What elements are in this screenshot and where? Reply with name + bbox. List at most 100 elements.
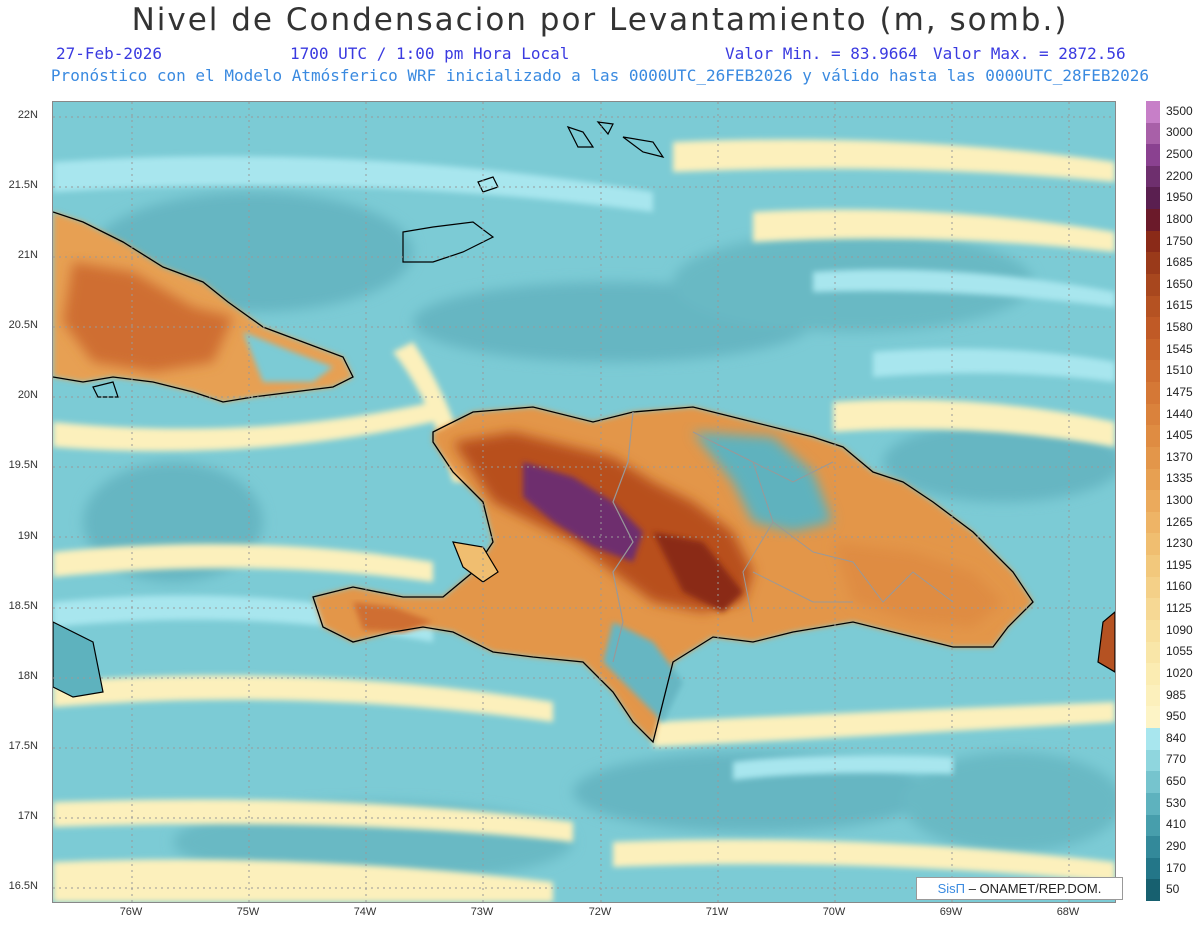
legend-swatch [1146,165,1160,188]
legend-swatch [1146,792,1160,815]
legend-level-label: 650 [1166,774,1187,789]
legend-level-label: 3000 [1166,125,1193,140]
forecast-time: 1700 UTC / 1:00 pm Hora Local [290,44,570,63]
legend-level-label: 1405 [1166,428,1193,443]
graticule [53,102,1115,902]
color-legend [1146,101,1160,902]
lat-label-22n: 22N [17,109,38,121]
legend-swatch [1146,706,1160,729]
legend-swatch [1146,598,1160,621]
value-max: Valor Max. = 2872.56 [933,44,1126,63]
legend-level-label: 1195 [1166,557,1192,572]
legend-swatch [1146,403,1160,426]
legend-level-label: 1510 [1166,363,1193,378]
legend-swatch [1146,857,1160,880]
sis-logo: SisΠ [937,881,966,896]
lat-label-21n: 21N [17,249,38,261]
legend-swatch [1146,230,1160,253]
legend-swatch [1146,641,1160,664]
map-title: Nivel de Condensacion por Levantamiento … [131,2,1069,38]
legend-swatch [1146,749,1160,772]
lcl-field-map [53,102,1115,902]
lon-label-73w: 73W [470,906,494,918]
legend-swatch [1146,101,1160,124]
legend-swatch [1146,684,1160,707]
legend-level-label: 1545 [1166,341,1193,356]
legend-level-label: 1090 [1166,622,1193,637]
model-subtitle: Pronóstico con el Modelo Atmósferico WRF… [50,66,1150,85]
lon-label-74w: 74W [353,906,377,918]
legend-level-label: 1950 [1166,190,1193,205]
hispaniola-land [312,406,1034,744]
legend-level-label: 1475 [1166,384,1193,399]
lon-label-69w: 69W [939,906,963,918]
lon-label-68w: 68W [1056,906,1080,918]
legend-swatch [1146,446,1160,470]
legend-swatch [1146,663,1160,686]
forecast-date: 27-Feb-2026 [56,44,162,63]
lat-label-17.5n: 17.5N [8,740,38,752]
legend-level-label: 530 [1166,795,1187,810]
legend-swatch [1146,576,1160,599]
legend-swatch [1146,836,1160,859]
legend-swatch [1146,209,1160,232]
legend-level-label: 1125 [1166,601,1192,616]
legend-swatch [1146,814,1160,837]
lon-label-71w: 71W [705,906,729,918]
legend-level-label: 1580 [1166,320,1193,335]
legend-swatch [1146,360,1160,383]
legend-swatch [1146,511,1160,534]
legend-swatch [1146,295,1160,318]
legend-swatch [1146,144,1160,167]
legend-swatch [1146,555,1160,578]
legend-level-label: 410 [1166,817,1187,832]
legend-level-label: 1750 [1166,233,1193,248]
legend-swatch [1146,338,1160,361]
legend-swatch [1146,252,1160,275]
lon-label-72w: 72W [588,906,612,918]
cuba-land [53,211,354,403]
legend-swatch [1146,468,1160,491]
legend-level-label: 1615 [1166,298,1193,313]
legend-level-label: 770 [1166,752,1187,767]
legend-swatch [1146,425,1160,448]
lat-label-19n: 19N [17,530,38,542]
legend-level-label: 1440 [1166,406,1193,421]
lon-label-76w: 76W [119,906,143,918]
value-min: Valor Min. = 83.9664 [725,44,918,63]
map-panel [52,101,1116,903]
legend-level-label: 1650 [1166,276,1193,291]
legend-swatch [1146,382,1160,405]
legend-level-label: 2200 [1166,168,1193,183]
legend-level-label: 1230 [1166,536,1193,551]
legend-level-label: 840 [1166,730,1187,745]
lat-label-20n: 20N [17,389,38,401]
legend-swatch [1146,879,1160,902]
lat-label-16.5n: 16.5N [8,880,38,892]
legend-swatch [1146,619,1160,643]
legend-level-label: 985 [1166,687,1187,702]
legend-level-label: 950 [1166,709,1187,724]
legend-swatch [1146,273,1160,297]
legend-level-label: 50 [1166,882,1180,897]
lon-label-70w: 70W [822,906,846,918]
legend-swatch [1146,122,1160,145]
lat-label-18n: 18N [17,670,38,682]
lat-label-19.5n: 19.5N [8,459,38,471]
legend-swatch [1146,728,1160,751]
legend-swatch [1146,187,1160,210]
legend-level-label: 170 [1166,860,1187,875]
legend-level-label: 1265 [1166,514,1193,529]
lon-label-75w: 75W [236,906,260,918]
credit-box: SisΠ – ONAMET/REP.DOM. [916,877,1123,900]
legend-level-label: 1335 [1166,471,1193,486]
legend-swatch [1146,490,1160,513]
legend-level-label: 1055 [1166,644,1193,659]
legend-swatch [1146,533,1160,556]
legend-swatch [1146,771,1160,794]
lat-label-18.5n: 18.5N [8,600,38,612]
legend-level-label: 1160 [1166,579,1192,594]
legend-level-label: 3500 [1166,103,1193,118]
legend-level-label: 1300 [1166,493,1193,507]
lat-label-17n: 17N [17,810,38,822]
